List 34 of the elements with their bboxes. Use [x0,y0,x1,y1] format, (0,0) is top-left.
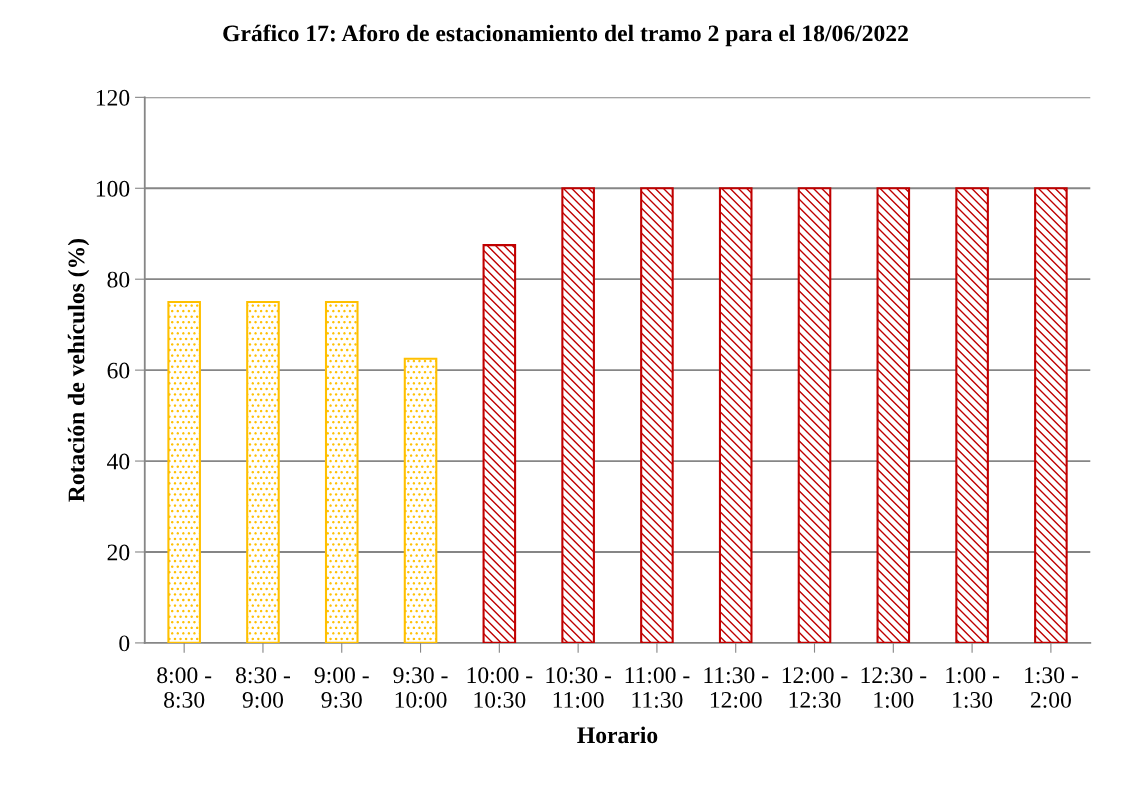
x-tick-label: 10:00 - 10:30 [467,667,533,708]
x-tick-label: 12:30 - 1:00 [861,667,927,708]
x-tick-label: 9:30 - 10:00 [393,667,448,708]
y-tick-label: 80 [107,271,130,288]
bar [1034,187,1068,643]
y-tick-label: 20 [107,544,130,561]
y-tick-label: 40 [107,453,130,470]
bar [167,300,201,643]
y-axis-title: Rotación de vehículos (%) [67,239,90,502]
bar [403,357,438,643]
bar [955,187,989,643]
x-tick-label: 11:00 - 11:30 [625,667,690,708]
x-tick-label: 9:00 - 9:30 [314,667,369,708]
bar [324,300,359,643]
bar [561,187,595,643]
x-tick-label: 12:00 - 12:30 [782,667,848,708]
y-tick-label: 0 [119,635,130,652]
x-tick-label: 1:30 - 2:00 [1025,667,1078,708]
bar [482,244,517,643]
bar [718,187,753,643]
x-tick-label: 11:30 - 12:00 [704,667,769,708]
x-axis-title: Horario [577,726,658,744]
bar [246,300,280,643]
y-tick-label: 100 [96,180,130,197]
bar [640,187,674,643]
x-tick-label: 8:00 - 8:30 [157,667,212,708]
y-tick-label: 120 [96,89,130,106]
x-tick-label: 8:30 - 9:00 [235,667,290,708]
x-tick-label: 10:30 - 11:00 [546,667,612,708]
y-tick-label: 60 [107,362,130,379]
x-tick-label: 1:00 - 1:30 [946,667,1000,708]
chart-title: Gráfico 17: Aforo de estacionamiento del tramo 2 para el 18/06/2022 [223,24,908,47]
bar [876,187,911,643]
bar [797,187,832,643]
